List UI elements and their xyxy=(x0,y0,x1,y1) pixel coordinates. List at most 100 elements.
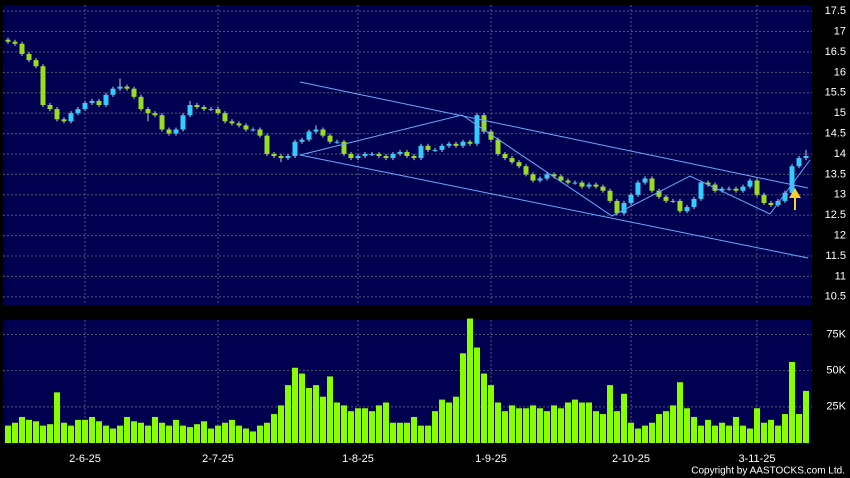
candle-body xyxy=(579,182,585,187)
candle-body xyxy=(691,198,697,208)
volume-bar xyxy=(355,408,361,443)
candle-body xyxy=(5,39,11,42)
candle-body xyxy=(75,109,81,114)
candle-body xyxy=(572,182,578,184)
candle-body xyxy=(117,86,123,89)
volume-bar xyxy=(278,405,284,443)
candle-body xyxy=(397,151,403,154)
volume-bar xyxy=(446,402,452,443)
candle-body xyxy=(61,119,67,122)
volume-bar xyxy=(579,402,585,443)
candle-body xyxy=(516,162,522,167)
volume-bar xyxy=(383,402,389,443)
volume-bar xyxy=(334,402,340,443)
x-tick-label: 2-10-25 xyxy=(612,453,650,465)
volume-bar xyxy=(467,318,473,443)
volume-bar xyxy=(285,385,291,443)
volume-bar xyxy=(250,431,256,443)
volume-bar xyxy=(712,425,718,443)
candle-body xyxy=(432,149,438,151)
volume-bar xyxy=(194,424,200,443)
volume-bar xyxy=(12,422,18,443)
y-tick-label: 14.5 xyxy=(825,127,846,139)
candle-body xyxy=(782,192,788,201)
candle-body xyxy=(789,166,795,193)
candle-body xyxy=(642,178,648,183)
candle-body xyxy=(705,182,711,185)
volume-bar xyxy=(397,422,403,443)
candle-body xyxy=(348,153,354,159)
volume-bar xyxy=(390,422,396,443)
candle-body xyxy=(215,109,221,114)
volume-bar xyxy=(614,411,620,443)
candle-body xyxy=(236,123,242,126)
candle-body xyxy=(586,184,592,187)
volume-bar xyxy=(376,405,382,443)
y-tick-label: 17.5 xyxy=(825,5,846,17)
candle-body xyxy=(250,129,256,131)
volume-bar xyxy=(481,373,487,443)
volume-bar xyxy=(677,382,683,443)
candle-body xyxy=(12,41,18,44)
candle-body xyxy=(19,43,25,54)
candle-body xyxy=(530,174,536,181)
candle-body xyxy=(537,178,543,181)
volume-bar xyxy=(628,422,634,443)
candle-body xyxy=(621,202,627,214)
marks xyxy=(5,37,809,443)
volume-bar xyxy=(75,419,81,443)
candle-body xyxy=(565,180,571,183)
candle-body xyxy=(173,129,179,134)
y-tick-label: 10.5 xyxy=(825,291,846,303)
volume-bar xyxy=(796,414,802,443)
y-tick-label: 15.5 xyxy=(825,87,846,99)
candle-body xyxy=(26,53,32,61)
y-tick-label: 16 xyxy=(834,66,846,78)
candle-body xyxy=(89,100,95,103)
candle-body xyxy=(663,196,669,201)
volume-bar xyxy=(656,414,662,443)
candle-body xyxy=(558,176,564,181)
candle-body xyxy=(40,66,46,105)
volume-bar xyxy=(572,399,578,443)
candle-body xyxy=(656,190,662,197)
volume-bar xyxy=(460,353,466,443)
volume-bar xyxy=(68,425,74,443)
volume-bar xyxy=(474,347,480,443)
volume-bar xyxy=(789,361,795,443)
candle-body xyxy=(299,139,305,142)
y-tick-label: 13.5 xyxy=(825,168,846,180)
volume-bar xyxy=(439,399,445,443)
volume-bar xyxy=(110,428,116,443)
volume-bar xyxy=(299,373,305,443)
volume-bar xyxy=(726,425,732,443)
candle-body xyxy=(68,113,74,122)
candle-body xyxy=(180,115,186,130)
volume-bar xyxy=(145,425,151,443)
volume-bar xyxy=(82,419,88,443)
candle-body xyxy=(481,115,487,132)
candle-body xyxy=(719,188,725,191)
volume-bar xyxy=(768,419,774,443)
volume-bar xyxy=(733,416,739,443)
volume-bar xyxy=(166,425,172,443)
y-tick-label: 12 xyxy=(834,230,846,242)
candle-body xyxy=(313,129,319,132)
candle-body xyxy=(222,113,228,122)
candle-body xyxy=(649,178,655,191)
volume-bar xyxy=(565,402,571,443)
candle-body xyxy=(740,186,746,191)
candle-body xyxy=(418,145,424,159)
candle-body xyxy=(404,151,410,157)
candle-body xyxy=(383,156,389,159)
volume-bar xyxy=(348,411,354,443)
candle-body xyxy=(33,60,39,67)
candle-body xyxy=(614,200,620,214)
x-tick-label: 2-7-25 xyxy=(202,453,234,465)
volume-bar xyxy=(243,428,249,443)
volume-bar xyxy=(754,408,760,443)
candle-body xyxy=(138,96,144,110)
volume-bar xyxy=(173,419,179,443)
volume-bar xyxy=(96,421,102,443)
